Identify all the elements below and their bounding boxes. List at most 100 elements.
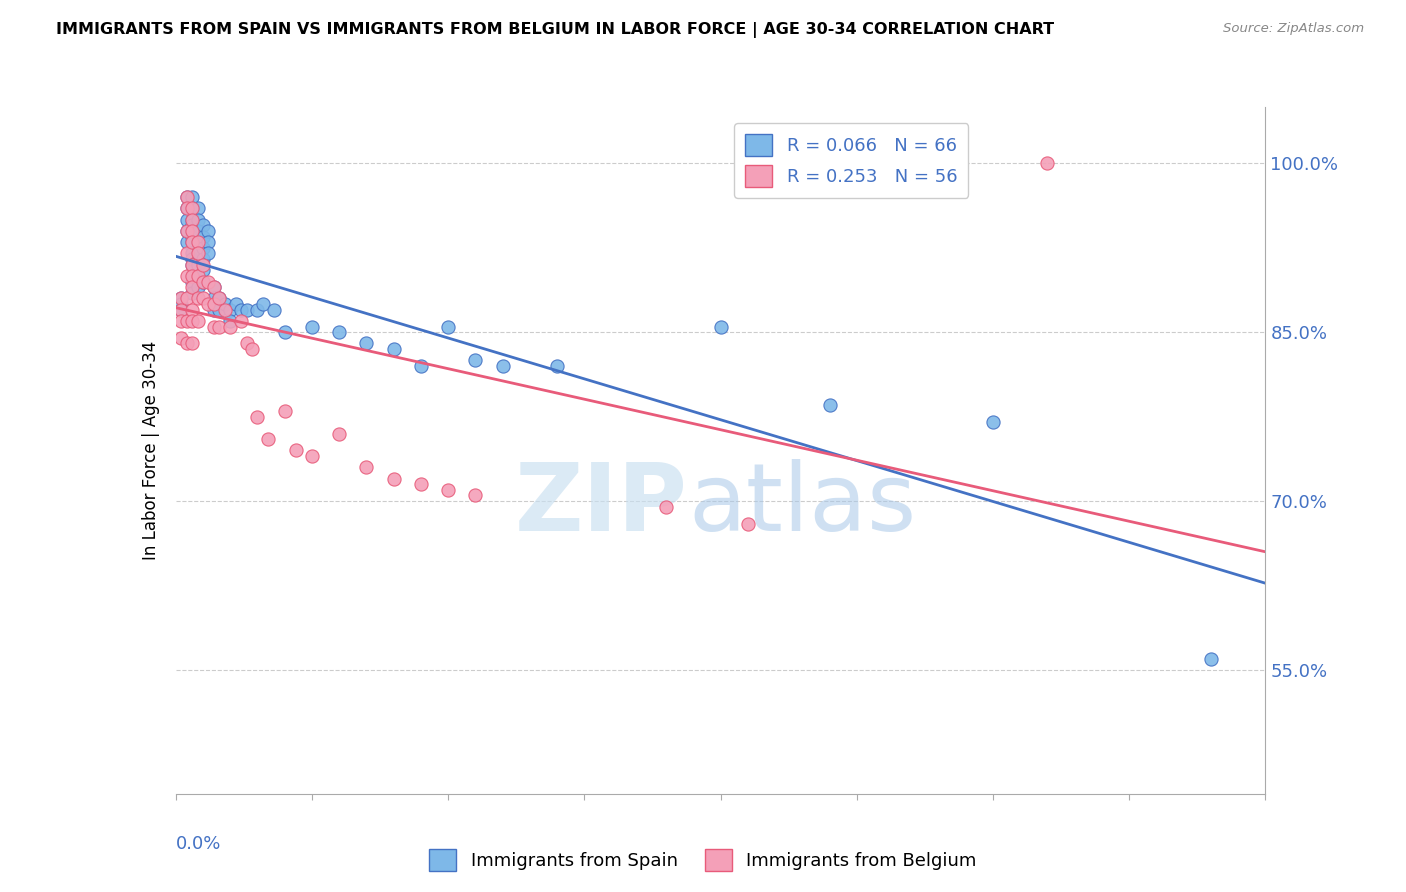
Point (170, 292, 193, 306)
Point (181, 212, 204, 227)
Point (181, 258, 204, 272)
Point (181, 219, 204, 233)
Point (231, 314, 253, 328)
Point (170, 297, 193, 311)
Point (186, 246, 209, 260)
Point (214, 297, 236, 311)
Point (181, 268, 204, 283)
Point (240, 342, 263, 356)
Point (181, 336, 204, 351)
Point (191, 263, 214, 277)
Point (181, 229, 204, 244)
Point (197, 275, 219, 289)
Point (197, 297, 219, 311)
Text: atlas: atlas (688, 459, 917, 551)
Point (176, 235, 198, 249)
Point (191, 292, 214, 306)
Point (181, 268, 204, 283)
Point (301, 449, 323, 463)
Point (170, 314, 193, 328)
Point (176, 190, 198, 204)
Point (202, 297, 225, 311)
Point (186, 258, 209, 272)
Point (186, 268, 209, 283)
Point (208, 292, 231, 306)
Point (181, 235, 204, 249)
Point (191, 258, 214, 272)
Point (181, 258, 204, 272)
Point (274, 404, 297, 418)
Point (202, 292, 225, 306)
Point (737, 516, 759, 531)
Point (170, 302, 193, 317)
Point (202, 280, 225, 294)
Point (176, 190, 198, 204)
Point (818, 399, 841, 413)
Point (219, 314, 242, 328)
Point (186, 235, 209, 249)
Text: 0.0%: 0.0% (176, 835, 221, 853)
Point (301, 319, 323, 334)
Legend: R = 0.066   N = 66, R = 0.253   N = 56: R = 0.066 N = 66, R = 0.253 N = 56 (734, 123, 969, 198)
Point (176, 246, 198, 260)
Point (181, 302, 204, 317)
Text: IMMIGRANTS FROM SPAIN VS IMMIGRANTS FROM BELGIUM IN LABOR FORCE | AGE 30-34 CORR: IMMIGRANTS FROM SPAIN VS IMMIGRANTS FROM… (56, 22, 1054, 38)
Point (202, 302, 225, 317)
Point (176, 292, 198, 306)
Point (464, 353, 486, 368)
Point (409, 477, 432, 491)
Point (181, 235, 204, 249)
Point (219, 319, 242, 334)
Point (257, 432, 280, 446)
Point (235, 336, 257, 351)
Point (186, 202, 209, 216)
Point (186, 246, 209, 260)
Point (214, 302, 236, 317)
Point (464, 488, 486, 502)
Point (208, 319, 231, 334)
Point (181, 202, 204, 216)
Point (197, 235, 219, 249)
Point (202, 280, 225, 294)
Point (181, 275, 204, 289)
Point (284, 443, 307, 458)
Point (181, 190, 204, 204)
Point (181, 224, 204, 238)
Point (225, 297, 247, 311)
Point (492, 359, 515, 373)
Point (186, 212, 209, 227)
Point (186, 280, 209, 294)
Point (409, 359, 432, 373)
Point (191, 275, 214, 289)
Point (546, 359, 568, 373)
Point (208, 302, 231, 317)
Point (181, 202, 204, 216)
Point (252, 297, 274, 311)
Point (191, 229, 214, 244)
Point (186, 292, 209, 306)
Point (202, 319, 225, 334)
Point (1199, 652, 1222, 666)
Point (170, 292, 193, 306)
Point (176, 314, 198, 328)
Point (246, 409, 269, 424)
Point (181, 285, 204, 300)
Point (181, 314, 204, 328)
Point (437, 319, 460, 334)
Point (186, 268, 209, 283)
Point (246, 302, 269, 317)
Point (382, 472, 405, 486)
Point (186, 224, 209, 238)
Point (176, 336, 198, 351)
Text: Source: ZipAtlas.com: Source: ZipAtlas.com (1223, 22, 1364, 36)
Point (382, 342, 405, 356)
Point (176, 202, 198, 216)
Point (356, 336, 378, 351)
Point (219, 302, 242, 317)
Point (170, 331, 193, 345)
Point (197, 224, 219, 238)
Point (274, 325, 297, 339)
Y-axis label: In Labor Force | Age 30-34: In Labor Force | Age 30-34 (142, 341, 160, 560)
Point (328, 426, 350, 441)
Point (176, 202, 198, 216)
